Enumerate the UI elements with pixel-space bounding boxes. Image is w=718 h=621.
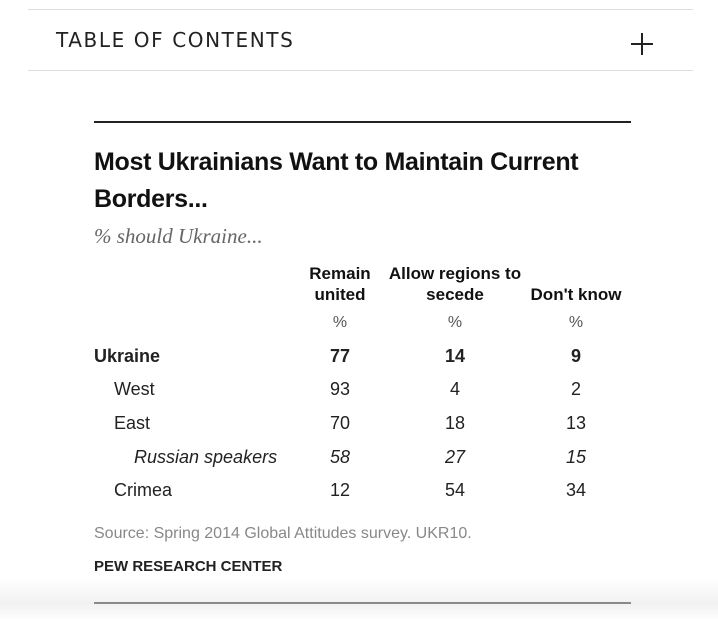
- table-cell: 4: [449, 379, 460, 399]
- table-cell: 58: [329, 447, 351, 467]
- row-label: East: [114, 413, 151, 433]
- column-header-1: Allow regions to secede: [388, 264, 522, 304]
- table-cell: 54: [444, 480, 466, 500]
- table-cell: 2: [570, 379, 581, 399]
- column-header-0: Remain united: [309, 264, 371, 304]
- figure-bottom-rule: [94, 602, 631, 604]
- column-unit-2: %: [568, 314, 584, 331]
- column-header-2: Don't know: [530, 285, 622, 304]
- row-label: West: [114, 379, 155, 399]
- table-of-contents-title[interactable]: TABLE OF CONTENTS: [56, 28, 295, 52]
- column-unit-0: %: [332, 314, 348, 331]
- table-cell: 93: [329, 379, 351, 399]
- table-of-contents-bar[interactable]: TABLE OF CONTENTS: [28, 9, 693, 71]
- table-cell: 15: [565, 447, 587, 467]
- chart-subtitle: % should Ukraine...: [94, 224, 263, 248]
- table-cell: 14: [444, 346, 466, 366]
- column-unit-1: %: [447, 314, 463, 331]
- scroll-fade: [0, 578, 718, 621]
- table-cell: 12: [329, 480, 351, 500]
- table-cell: 18: [444, 413, 466, 433]
- table-cell: 13: [565, 413, 587, 433]
- row-label: Crimea: [114, 480, 173, 500]
- row-label: Russian speakers: [134, 447, 278, 467]
- table-cell: 27: [444, 447, 466, 467]
- table-cell: 9: [570, 346, 581, 366]
- row-label: Ukraine: [94, 346, 161, 366]
- figure-top-rule: [94, 121, 631, 123]
- table-cell: 34: [565, 480, 587, 500]
- table-cell: 70: [329, 413, 351, 433]
- plus-icon[interactable]: [631, 33, 653, 55]
- chart-credit: PEW RESEARCH CENTER: [94, 558, 283, 575]
- table-cell: 77: [329, 346, 351, 366]
- chart-source: Source: Spring 2014 Global Attitudes sur…: [94, 525, 472, 542]
- chart-title: Most Ukrainians Want to Maintain Current…: [94, 148, 579, 213]
